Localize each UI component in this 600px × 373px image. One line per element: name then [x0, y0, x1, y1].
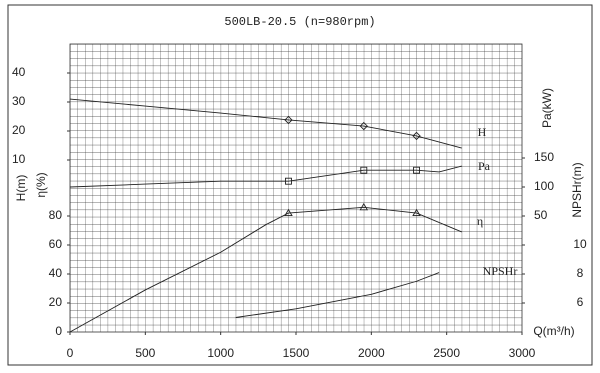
y-tick-label: 50	[534, 208, 548, 222]
x-tick-label: 1500	[283, 346, 310, 360]
chart-title: 500LB-20.5 (n=980rpm)	[224, 15, 375, 29]
y-tick-label: 10	[573, 237, 587, 251]
curve	[69, 206, 462, 333]
grid	[69, 43, 523, 333]
series-label: Pa	[478, 159, 491, 173]
series-label: η	[477, 214, 483, 228]
y-tick-label: 0	[55, 324, 62, 338]
marker	[285, 177, 292, 185]
curve	[69, 165, 462, 188]
curve	[235, 272, 440, 318]
marker	[359, 121, 368, 131]
x-tick-label: 0	[67, 346, 74, 360]
marker	[413, 166, 420, 174]
y-tick-label: 10	[12, 152, 26, 166]
series-label: NPSHr	[483, 264, 518, 278]
y-axis-label: Pa(kW)	[540, 88, 554, 128]
y-tick-label: 20	[12, 123, 26, 137]
y-tick-label: 40	[12, 65, 26, 79]
marker	[359, 202, 369, 211]
marker	[360, 166, 368, 174]
x-tick-label: 500	[135, 346, 155, 360]
y-axis-label: NPSHr(m)	[570, 162, 584, 217]
y-tick-label: 40	[49, 266, 63, 280]
marker	[412, 208, 421, 217]
y-tick-label: 30	[12, 94, 26, 108]
y-tick-label: 150	[534, 150, 554, 164]
y-tick-label: 80	[49, 208, 63, 222]
x-tick-label: 3000	[509, 346, 536, 360]
curve	[69, 98, 462, 149]
y-tick-label: 100	[534, 179, 554, 193]
y-tick-label: 6	[577, 295, 584, 309]
x-axis-label: Q(m³/h)	[533, 324, 574, 338]
y-axis-label: η(%)	[34, 172, 48, 197]
y-tick-label: 20	[49, 295, 63, 309]
x-tick-label: 1000	[207, 346, 234, 360]
y-tick-label: 60	[49, 237, 63, 251]
y-axis-label: H(m)	[14, 175, 28, 202]
marker	[284, 208, 293, 217]
marker	[284, 115, 293, 125]
x-tick-label: 2000	[358, 346, 385, 360]
frame	[7, 4, 593, 366]
y-tick-label: 8	[577, 266, 584, 280]
marker	[412, 131, 421, 141]
series-label: H	[478, 125, 487, 139]
x-tick-label: 2500	[433, 346, 460, 360]
